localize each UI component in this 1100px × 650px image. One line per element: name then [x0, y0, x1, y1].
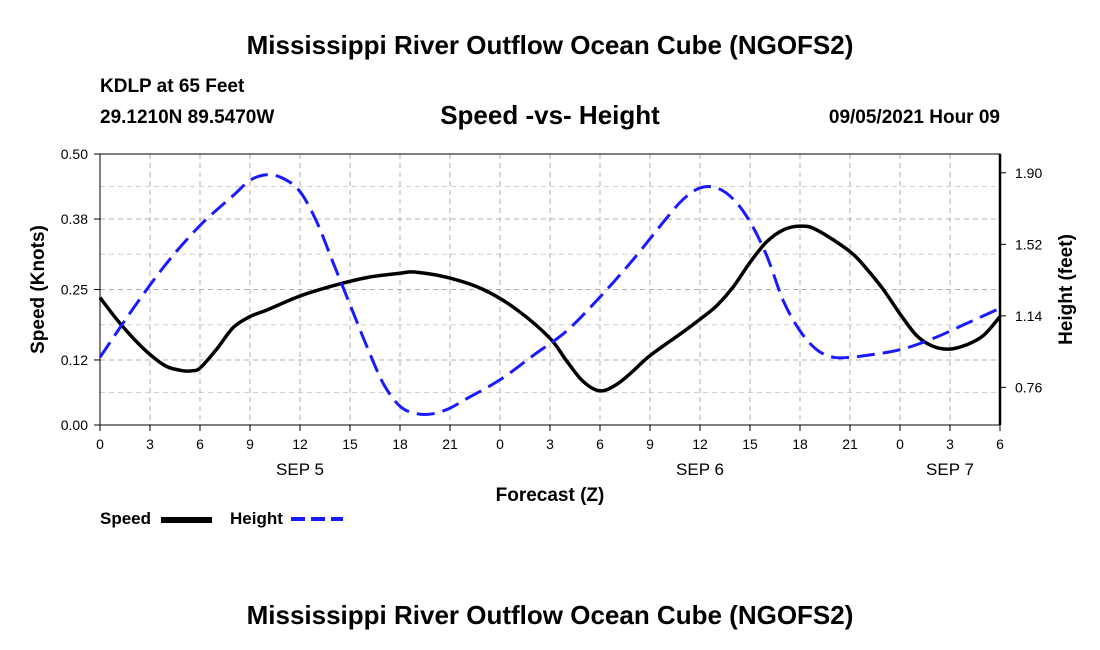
- coordinates-label: 29.1210N 89.5470W: [100, 107, 275, 128]
- x-axis-label: Forecast (Z): [496, 485, 605, 506]
- station-label: KDLP at 65 Feet: [100, 76, 245, 97]
- legend-height-label: Height: [230, 509, 283, 528]
- x-tick-label: 3: [146, 436, 154, 452]
- x-tick-label: 12: [292, 436, 308, 452]
- y-tick-label: 0.25: [61, 282, 88, 298]
- y-tick-label: 0.38: [61, 211, 88, 227]
- x-tick-label: 3: [946, 436, 954, 452]
- x-tick-label: 18: [792, 436, 808, 452]
- chart-title: Mississippi River Outflow Ocean Cube (NG…: [246, 30, 854, 60]
- forecast-datetime: 09/05/2021 Hour 09: [828, 107, 1000, 128]
- day-label: SEP 6: [676, 460, 724, 479]
- y-tick-label: 0.12: [61, 352, 88, 368]
- x-tick-label: 0: [96, 436, 104, 452]
- x-tick-label: 18: [392, 436, 408, 452]
- x-tick-label: 6: [996, 436, 1004, 452]
- x-tick-label: 6: [596, 436, 604, 452]
- y-axis-label: Speed (Knots): [28, 225, 49, 354]
- legend-speed-line: [161, 517, 212, 523]
- x-tick-label: 21: [442, 436, 458, 452]
- x-tick-label: 9: [646, 436, 654, 452]
- footer-title: Mississippi River Outflow Ocean Cube (NG…: [246, 600, 854, 630]
- y2-tick-label: 1.52: [1015, 236, 1042, 252]
- y2-tick-label: 0.76: [1015, 379, 1042, 395]
- day-label: SEP 5: [276, 460, 324, 479]
- y2-tick-label: 1.14: [1015, 308, 1042, 324]
- y2-tick-label: 1.90: [1015, 165, 1042, 181]
- legend-height-line: [291, 517, 343, 521]
- x-tick-label: 3: [546, 436, 554, 452]
- day-label: SEP 7: [926, 460, 974, 479]
- y2-axis-label: Height (feet): [1056, 234, 1077, 345]
- x-tick-label: 9: [246, 436, 254, 452]
- x-tick-label: 6: [196, 436, 204, 452]
- x-tick-label: 15: [342, 436, 358, 452]
- x-tick-label: 21: [842, 436, 858, 452]
- x-tick-label: 12: [692, 436, 708, 452]
- legend-speed-label: Speed: [100, 509, 152, 528]
- series-line-speed: [98, 224, 1002, 393]
- chart-subtitle: Speed -vs- Height: [440, 100, 660, 130]
- y-tick-label: 0.50: [61, 146, 88, 162]
- y-tick-label: 0.00: [61, 417, 88, 433]
- x-tick-label: 0: [896, 436, 904, 452]
- x-tick-label: 0: [496, 436, 504, 452]
- series-line-height: [98, 173, 1001, 417]
- x-tick-label: 15: [742, 436, 758, 452]
